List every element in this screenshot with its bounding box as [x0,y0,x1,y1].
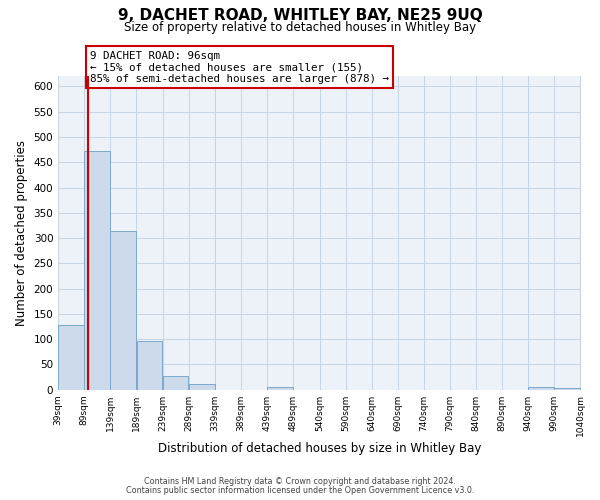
Bar [189,384,215,390]
Bar [529,387,554,390]
Y-axis label: Number of detached properties: Number of detached properties [15,140,28,326]
Text: Contains HM Land Registry data © Crown copyright and database right 2024.: Contains HM Land Registry data © Crown c… [144,477,456,486]
Bar [137,341,163,390]
Bar [267,387,293,390]
Text: 9, DACHET ROAD, WHITLEY BAY, NE25 9UQ: 9, DACHET ROAD, WHITLEY BAY, NE25 9UQ [118,8,482,22]
Bar [163,376,188,390]
Text: Size of property relative to detached houses in Whitley Bay: Size of property relative to detached ho… [124,22,476,35]
Text: 9 DACHET ROAD: 96sqm
← 15% of detached houses are smaller (155)
85% of semi-deta: 9 DACHET ROAD: 96sqm ← 15% of detached h… [90,51,389,84]
Bar [110,232,136,390]
Text: Contains public sector information licensed under the Open Government Licence v3: Contains public sector information licen… [126,486,474,495]
Bar [58,325,84,390]
X-axis label: Distribution of detached houses by size in Whitley Bay: Distribution of detached houses by size … [158,442,481,455]
Bar [85,151,110,390]
Bar [554,388,580,390]
